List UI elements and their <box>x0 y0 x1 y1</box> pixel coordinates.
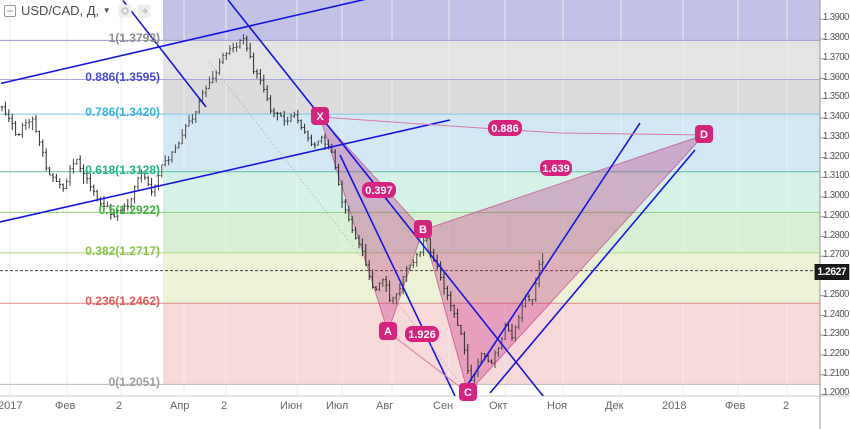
svg-text:X: X <box>316 111 324 123</box>
svg-text:A: A <box>384 326 392 338</box>
svg-text:D: D <box>700 129 708 141</box>
svg-text:B: B <box>419 224 427 236</box>
svg-text:C: C <box>464 387 472 399</box>
svg-text:1.639: 1.639 <box>542 163 570 175</box>
svg-text:1.926: 1.926 <box>408 329 436 341</box>
svg-text:0.886: 0.886 <box>491 123 519 135</box>
svg-text:0.397: 0.397 <box>365 185 393 197</box>
